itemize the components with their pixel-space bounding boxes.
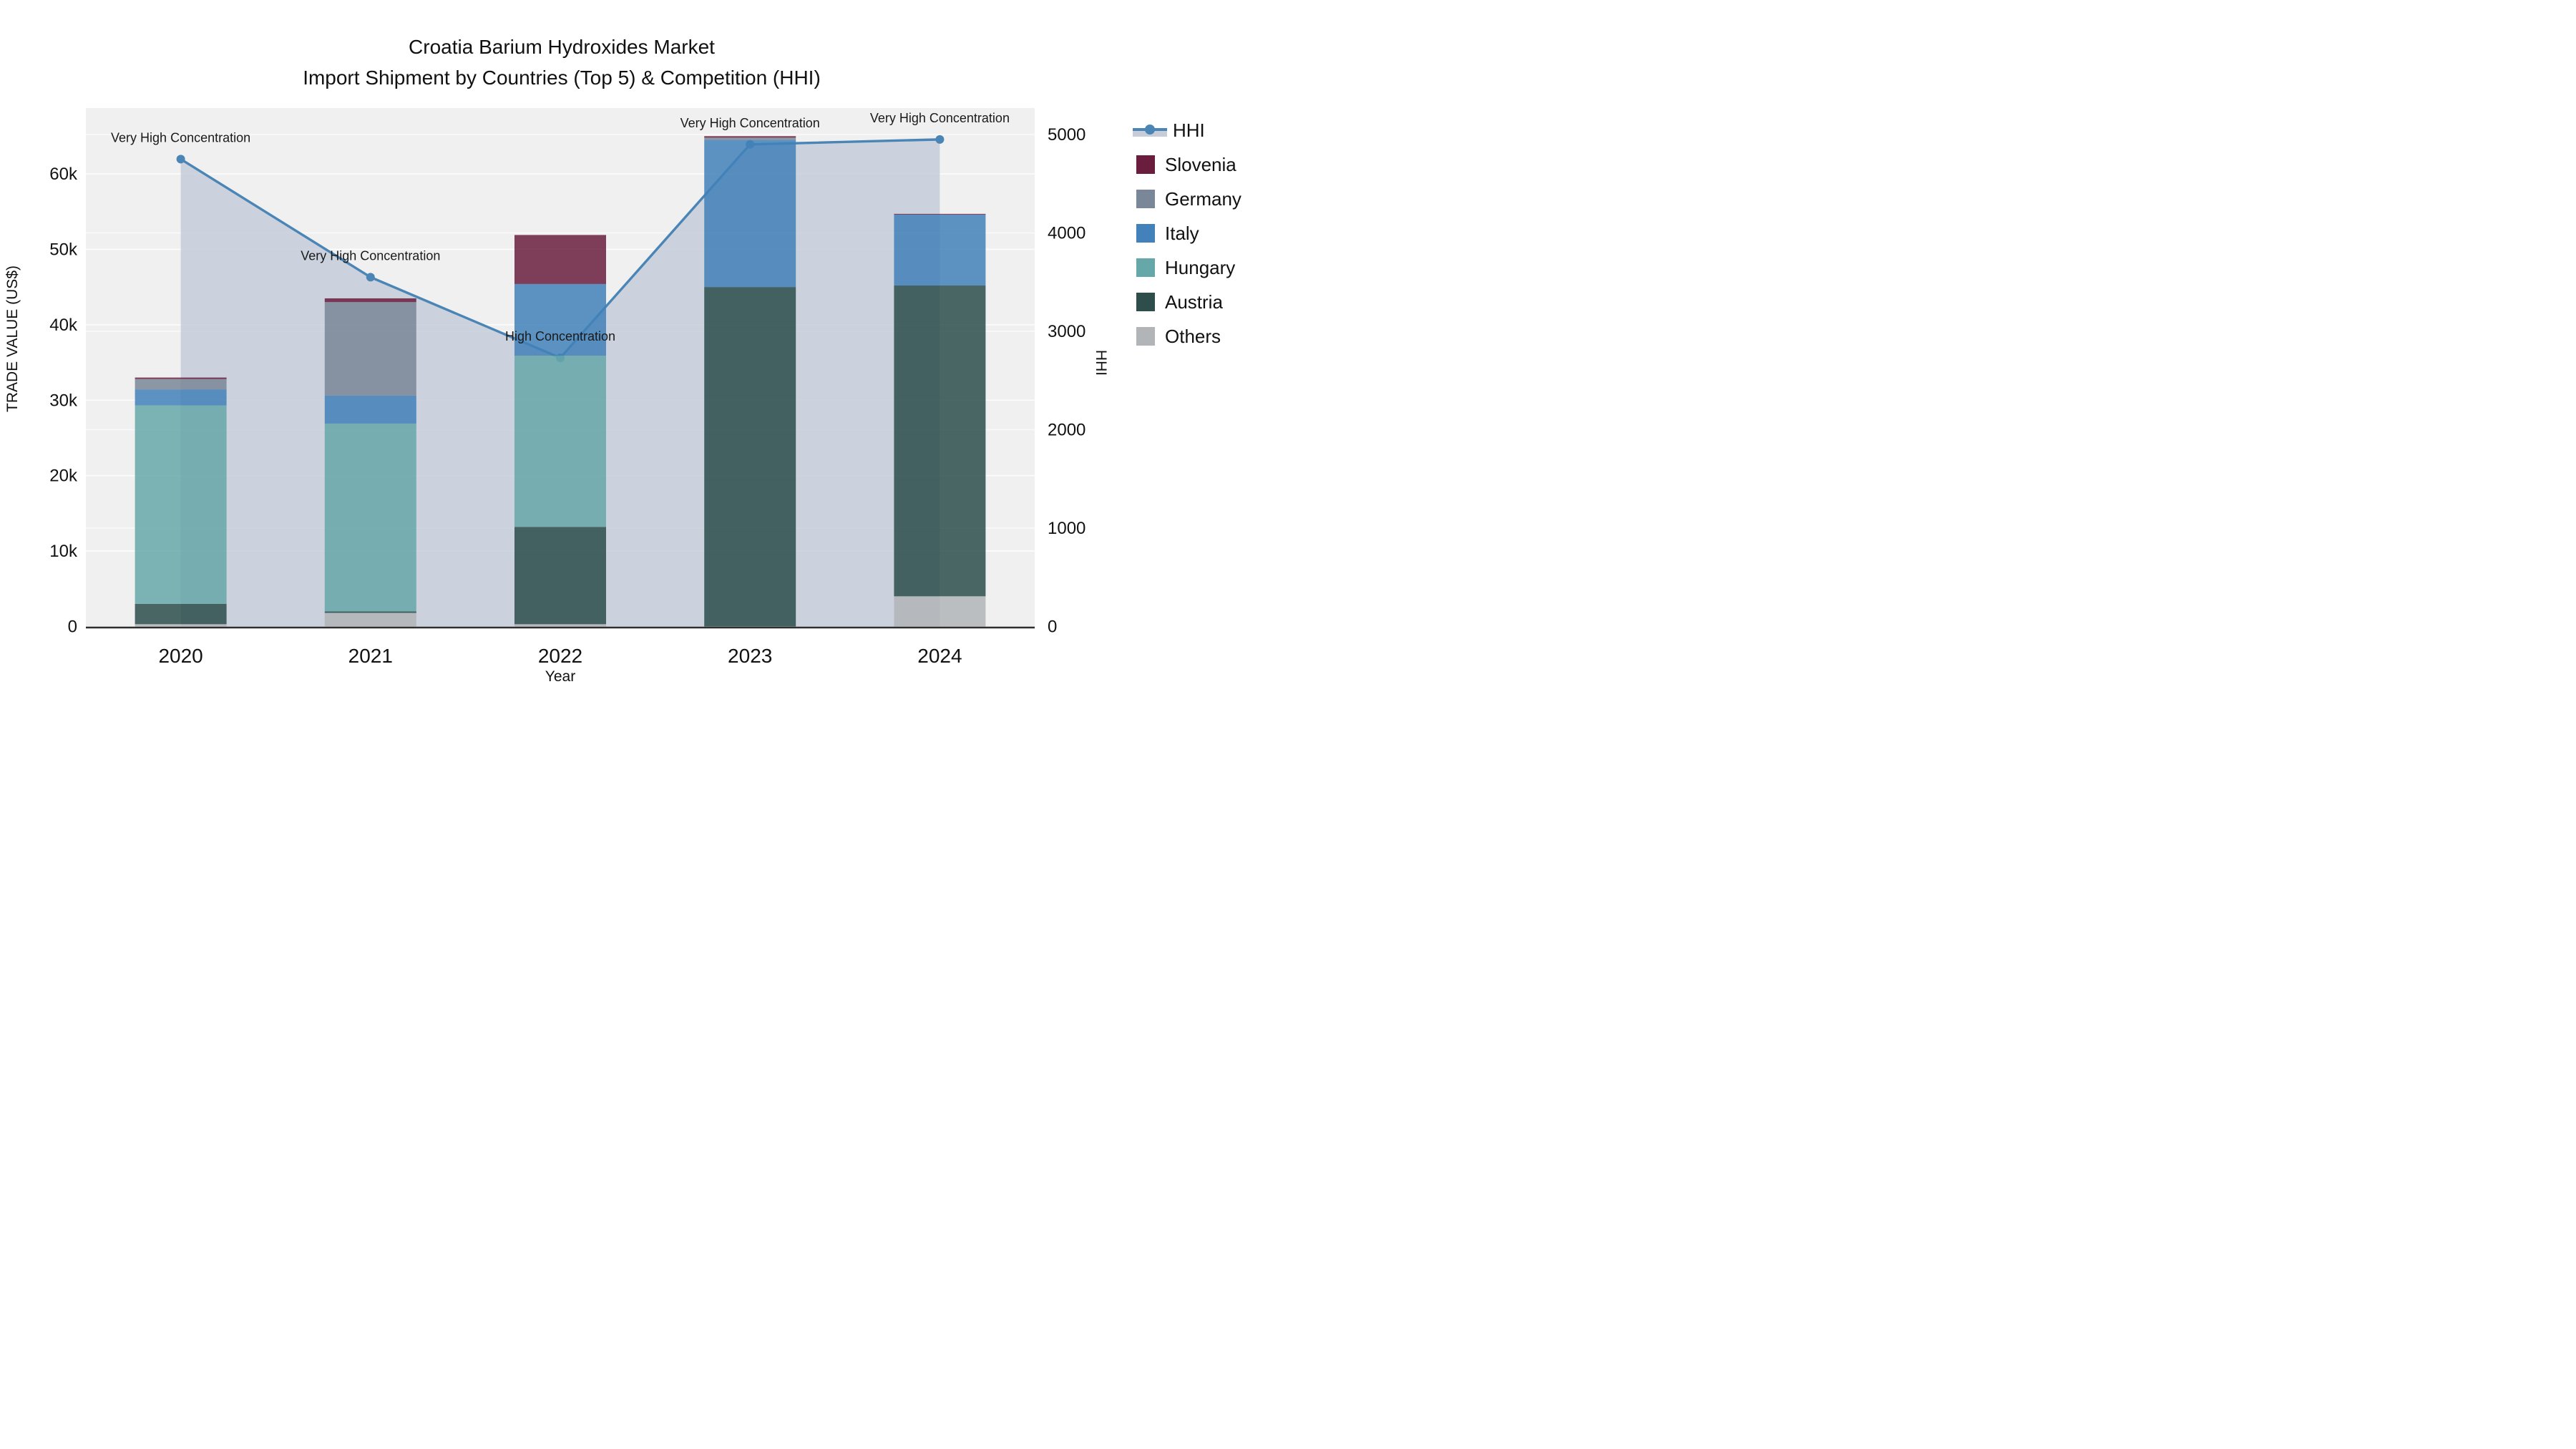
- bar-segment-slovenia: [514, 235, 606, 284]
- bar-segment-slovenia: [135, 377, 227, 379]
- plot-svg: 0 10k 20k 30k 40k 50k 60k 0 1000 2000 3000 4000 5000…: [49, 108, 1085, 667]
- legend-item-austria[interactable]: Austria: [1136, 285, 1241, 319]
- y-right-tick-label: 3000: [1048, 322, 1085, 341]
- y-axis-title-right: HHI: [1093, 349, 1109, 376]
- y-right-tick-label: 5000: [1048, 125, 1085, 145]
- x-tick-label: 2024: [917, 645, 962, 667]
- bar-segment-germany: [704, 137, 796, 140]
- legend-swatch-slovenia: [1136, 155, 1155, 174]
- legend-item-others[interactable]: Others: [1136, 319, 1241, 353]
- bar-segment-hungary: [324, 423, 416, 612]
- bar-segment-austria: [135, 603, 227, 625]
- chart-title-line1: Croatia Barium Hydroxides Market: [409, 36, 715, 58]
- hhi-marker: [366, 273, 375, 282]
- legend-swatch-others: [1136, 327, 1155, 346]
- x-axis-title: Year: [545, 668, 576, 685]
- legend-swatch-germany: [1136, 190, 1155, 208]
- legend-label: HHI: [1173, 119, 1205, 141]
- legend-label: Italy: [1165, 222, 1199, 244]
- legend-label: Germany: [1165, 187, 1241, 210]
- chart-title-line2: Import Shipment by Countries (Top 5) & C…: [303, 67, 821, 89]
- x-tick-label: 2022: [538, 645, 582, 667]
- legend-hhi-symbol-part: [1145, 125, 1155, 135]
- bar-segment-others: [514, 624, 606, 627]
- bar-segment-italy: [704, 140, 796, 288]
- bar-segment-others: [135, 624, 227, 627]
- bar-segment-italy: [135, 389, 227, 406]
- legend-swatch-austria: [1136, 293, 1155, 311]
- bar-segment-others: [894, 596, 986, 627]
- chart-title: Croatia Barium Hydroxides Market Import …: [0, 31, 1123, 93]
- hhi-annotation: Very High Concentration: [870, 111, 1010, 125]
- bar-segment-italy: [514, 283, 606, 356]
- y-left-tick-label: 60k: [49, 165, 78, 184]
- legend-swatch-italy: [1136, 224, 1155, 243]
- chart-figure: 0 10k 20k 30k 40k 50k 60k 0 1000 2000 3000 4000 5000…: [0, 0, 1288, 724]
- y-left-tick-label: 50k: [49, 240, 78, 259]
- bar-segment-slovenia: [324, 298, 416, 303]
- legend-label: Hungary: [1165, 256, 1236, 278]
- legend: HHI Slovenia Germany Italy Hungary Austria Oth…: [1133, 113, 1241, 353]
- bar-segment-austria: [514, 527, 606, 625]
- legend-item-hhi[interactable]: HHI: [1133, 113, 1241, 147]
- bar-segment-austria: [894, 286, 986, 597]
- bar-segment-italy: [894, 214, 986, 286]
- y-axis-title-left: TRADE VALUE (US$): [4, 265, 21, 412]
- y-right-tick-label: 4000: [1048, 224, 1085, 243]
- y-right-tick-label: 0: [1048, 618, 1057, 637]
- hhi-marker: [176, 155, 185, 164]
- bar-segment-hungary: [514, 356, 606, 527]
- y-right-tick-label: 1000: [1048, 519, 1085, 538]
- bar-segment-austria: [324, 611, 416, 613]
- legend-item-germany[interactable]: Germany: [1136, 182, 1241, 216]
- hhi-annotation: High Concentration: [505, 329, 615, 343]
- bar-segment-others: [324, 613, 416, 627]
- y-left-tick-label: 20k: [49, 467, 78, 486]
- x-tick-label: 2023: [728, 645, 772, 667]
- y-left-tick-label: 30k: [49, 391, 78, 410]
- legend-item-italy[interactable]: Italy: [1136, 216, 1241, 250]
- bar-segment-slovenia: [704, 136, 796, 138]
- bar-segment-hungary: [135, 405, 227, 604]
- y-left-tick-label: 40k: [49, 316, 78, 335]
- legend-label: Slovenia: [1165, 153, 1236, 175]
- bar-segment-germany: [135, 379, 227, 390]
- x-tick-label: 2021: [348, 645, 393, 667]
- legend-item-hungary[interactable]: Hungary: [1136, 250, 1241, 285]
- y-right-tick-label: 2000: [1048, 421, 1085, 440]
- legend-label: Others: [1165, 325, 1221, 347]
- hhi-annotation: Very High Concentration: [111, 130, 250, 145]
- legend-swatch-hungary: [1136, 258, 1155, 277]
- bar-segment-austria: [704, 287, 796, 627]
- bar-segment-germany: [324, 302, 416, 396]
- y-left-tick-label: 10k: [49, 542, 78, 561]
- legend-item-slovenia[interactable]: Slovenia: [1136, 147, 1241, 182]
- hhi-annotation: Very High Concentration: [680, 116, 820, 130]
- legend-hhi-line-icon: [1133, 122, 1167, 139]
- hhi-annotation: Very High Concentration: [301, 248, 440, 263]
- bar-segment-italy: [324, 395, 416, 424]
- hhi-marker: [935, 135, 945, 144]
- bar-segment-slovenia: [894, 213, 986, 215]
- x-tick-label: 2020: [158, 645, 203, 667]
- y-left-tick-label: 0: [68, 618, 77, 637]
- legend-label: Austria: [1165, 291, 1223, 313]
